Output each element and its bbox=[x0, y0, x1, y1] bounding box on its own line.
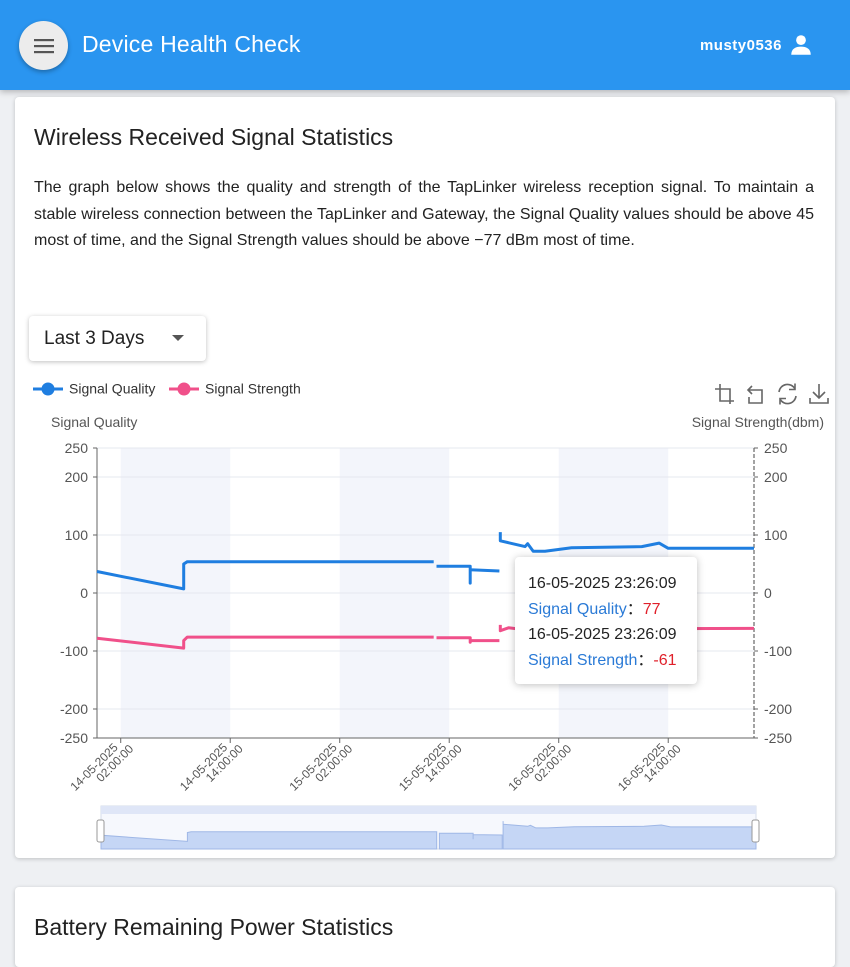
card-title: Battery Remaining Power Statistics bbox=[34, 914, 394, 940]
y-tick-label-right: -250 bbox=[764, 730, 792, 746]
tooltip-separator: ： bbox=[626, 600, 643, 618]
hamburger-icon bbox=[33, 38, 54, 53]
user-icon bbox=[791, 35, 811, 55]
chart-tooltip: 16-05-2025 23:26:09 Signal Quality：77 16… bbox=[515, 557, 697, 684]
restore-icon[interactable] bbox=[776, 383, 798, 405]
signal-strength-line bbox=[96, 635, 434, 650]
y-tick-label-right: 250 bbox=[764, 440, 788, 456]
legend-label-signal-quality: Signal Quality bbox=[69, 381, 155, 397]
legend-item-signal-quality[interactable]: Signal Quality bbox=[33, 381, 155, 397]
legend-label-signal-strength: Signal Strength bbox=[205, 381, 301, 397]
zoom-reset-icon[interactable] bbox=[743, 383, 765, 405]
signal-strength-line bbox=[436, 636, 500, 644]
zoom-handle-left[interactable] bbox=[96, 819, 105, 843]
signal-quality-line bbox=[436, 564, 500, 585]
tooltip-time-1: 16-05-2025 23:26:09 bbox=[528, 575, 677, 592]
y-axis-right-title: Signal Strength(dbm) bbox=[692, 414, 824, 430]
zoom-icon[interactable] bbox=[713, 383, 735, 405]
zoom-preview-area bbox=[438, 832, 503, 850]
y-tick-label-left: -200 bbox=[60, 701, 88, 717]
dropdown-caret-icon bbox=[172, 335, 184, 341]
zoom-range-bar[interactable] bbox=[101, 806, 756, 814]
tooltip-separator: ： bbox=[637, 651, 654, 669]
y-tick-label-right: -100 bbox=[764, 643, 792, 659]
battery-statistics-card: Battery Remaining Power Statistics bbox=[15, 887, 835, 967]
y-tick-label-right: 0 bbox=[764, 585, 772, 601]
zoom-preview-area bbox=[100, 831, 438, 850]
y-tick-label-right: -200 bbox=[764, 701, 792, 717]
time-range-select[interactable]: Last 3 Days bbox=[29, 316, 206, 361]
legend-item-signal-strength[interactable]: Signal Strength bbox=[169, 381, 301, 397]
y-axis-left-title: Signal Quality bbox=[51, 414, 137, 430]
y-tick-label-right: 100 bbox=[764, 527, 788, 543]
zoom-preview-area bbox=[502, 821, 757, 850]
chart-legend[interactable]: Signal Quality Signal Strength bbox=[33, 381, 301, 397]
card-description: The graph below shows the quality and st… bbox=[34, 179, 814, 249]
tooltip-series-name-1: Signal Quality bbox=[528, 600, 627, 618]
y-tick-label-left: 0 bbox=[80, 585, 88, 601]
chart-axes bbox=[93, 447, 758, 743]
y-axis-labels: 250 250 200 200 100 100 0 0 -100 -100 -200 -200 -250… bbox=[60, 440, 792, 746]
tooltip-value-1: 77 bbox=[642, 600, 661, 618]
signal-quality-line bbox=[96, 560, 434, 591]
username: musty0536 bbox=[699, 36, 782, 54]
menu-button[interactable] bbox=[19, 21, 68, 70]
tooltip-value-2: -61 bbox=[653, 651, 677, 669]
time-range-value: Last 3 Days bbox=[44, 327, 145, 349]
y-tick-label-right: 200 bbox=[764, 469, 788, 485]
data-zoom-slider[interactable] bbox=[96, 805, 760, 850]
download-icon[interactable] bbox=[808, 383, 830, 405]
signal-quality-line bbox=[498, 532, 754, 553]
app-bar: Device Health Check musty0536 bbox=[0, 0, 850, 90]
zoom-handle-right[interactable] bbox=[751, 819, 760, 843]
y-tick-label-left: -250 bbox=[60, 730, 88, 746]
tooltip-time-2: 16-05-2025 23:26:09 bbox=[528, 626, 677, 643]
user-account[interactable]: musty0536 bbox=[700, 32, 814, 58]
y-tick-label-left: -100 bbox=[60, 643, 88, 659]
card-title: Wireless Received Signal Statistics bbox=[34, 124, 394, 150]
chart-toolbox bbox=[713, 383, 830, 405]
tooltip-series-name-2: Signal Strength bbox=[528, 651, 638, 669]
y-tick-label-left: 250 bbox=[65, 440, 89, 456]
y-tick-label-left: 100 bbox=[65, 527, 89, 543]
y-tick-label-left: 200 bbox=[65, 469, 89, 485]
app-title: Device Health Check bbox=[82, 31, 301, 57]
